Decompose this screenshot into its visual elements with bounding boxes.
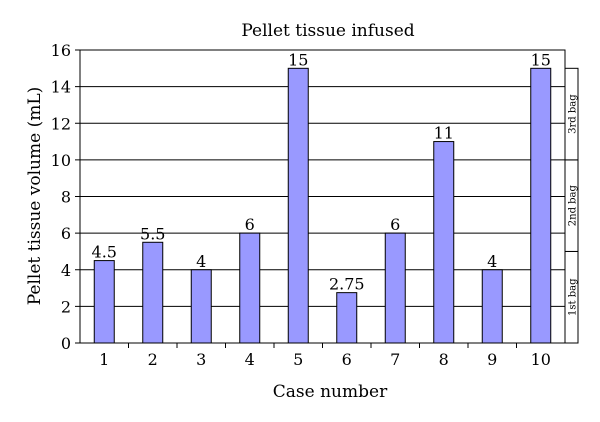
bar	[287, 67, 309, 344]
y-tick-label: 2	[61, 297, 71, 316]
bar	[93, 260, 115, 344]
x-tick-label: 7	[390, 350, 400, 369]
x-tick-label: 5	[293, 350, 303, 369]
y-tick-label: 0	[61, 334, 71, 353]
data-labels: 4.5 5.5 4 6 15 2.75 6 11 4 15	[92, 50, 551, 293]
data-label: 5.5	[140, 224, 165, 243]
x-tick-label: 10	[531, 350, 551, 369]
x-axis-label: Case number	[273, 382, 388, 402]
bar	[239, 232, 261, 344]
x-tick-label: 8	[439, 350, 449, 369]
axes	[75, 49, 566, 348]
bars	[93, 67, 552, 344]
y-tick-label: 8	[61, 188, 71, 207]
bag-label: 1st bag	[568, 278, 579, 316]
chart-title: Pellet tissue infused	[241, 21, 414, 41]
bar	[433, 141, 455, 344]
y-tick-label: 4	[61, 261, 71, 280]
x-tick-label: 6	[342, 350, 352, 369]
bar	[190, 269, 212, 344]
data-label: 11	[434, 124, 454, 143]
x-tick-label: 2	[148, 350, 158, 369]
y-axis-label: Pellet tissue volume (mL)	[25, 87, 45, 306]
bag-segments: 1st bag 2nd bag 3rd bag	[564, 67, 579, 344]
data-label: 4.5	[92, 243, 117, 262]
y-tick-label: 12	[51, 114, 71, 133]
bar	[481, 269, 503, 344]
bar	[336, 292, 358, 344]
bar	[384, 232, 406, 344]
bag-label: 3rd bag	[568, 94, 579, 134]
data-label: 15	[288, 50, 308, 69]
x-tick-label: 1	[99, 350, 109, 369]
y-tick-label: 6	[61, 224, 71, 243]
x-tick-label: 9	[487, 350, 497, 369]
bar	[530, 67, 552, 344]
bar	[142, 241, 164, 344]
y-tick-label: 14	[51, 78, 71, 97]
data-label: 6	[245, 215, 255, 234]
y-tick-label: 10	[51, 151, 71, 170]
y-tick-label: 16	[51, 41, 71, 60]
x-tick-label: 3	[196, 350, 206, 369]
data-label: 2.75	[329, 275, 365, 294]
data-label: 15	[531, 50, 551, 69]
data-label: 4	[487, 252, 497, 271]
x-tick-label: 4	[245, 350, 255, 369]
data-label: 4	[196, 252, 206, 271]
bag-label: 2nd bag	[568, 184, 579, 226]
data-label: 6	[390, 215, 400, 234]
